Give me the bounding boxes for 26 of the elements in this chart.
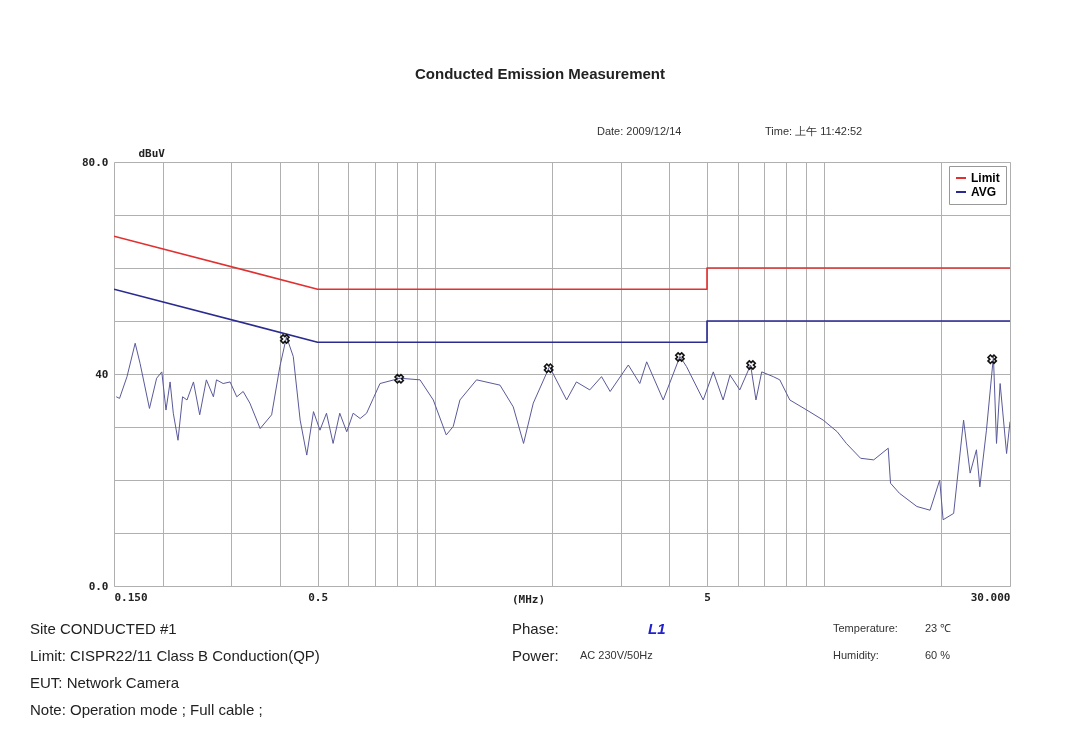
x-axis-title: (MHz) [511,592,546,606]
x-tick-label: 0.150 [114,590,148,604]
x-tick-label: 5 [704,590,711,604]
text: Humidity: [833,649,879,661]
text: Date: 2009/12/14 [597,125,682,137]
y-tick-label: 80.0 [82,155,109,169]
text: Temperature: [833,622,898,634]
text: 60 % [925,649,951,661]
x-tick-label: 30.000 [970,590,1011,604]
text: Phase: [512,620,559,637]
text: 23 ℃ [925,622,952,634]
legend-label: Limit [971,171,1000,185]
text: EUT: Network Camera [30,674,180,691]
text: Site CONDUCTED #1 [30,620,177,637]
text: Limit: CISPR22/11 Class B Conduction(QP) [30,647,320,664]
legend-label: AVG [971,185,997,199]
text: Time: 上午 11:42:52 [765,125,863,137]
chart-title: Conducted Emission Measurement [414,65,666,82]
y-tick-label: 0.0 [88,579,109,593]
text: Power: [512,647,559,664]
x-tick-label: 0.5 [308,590,329,604]
y-axis-title: dBuV [138,146,166,160]
y-tick-label: 40 [95,367,109,381]
text: AC 230V/50Hz [580,649,653,661]
text: L1 [648,620,666,637]
text: Note: Operation mode ; Full cable ; [30,701,263,718]
